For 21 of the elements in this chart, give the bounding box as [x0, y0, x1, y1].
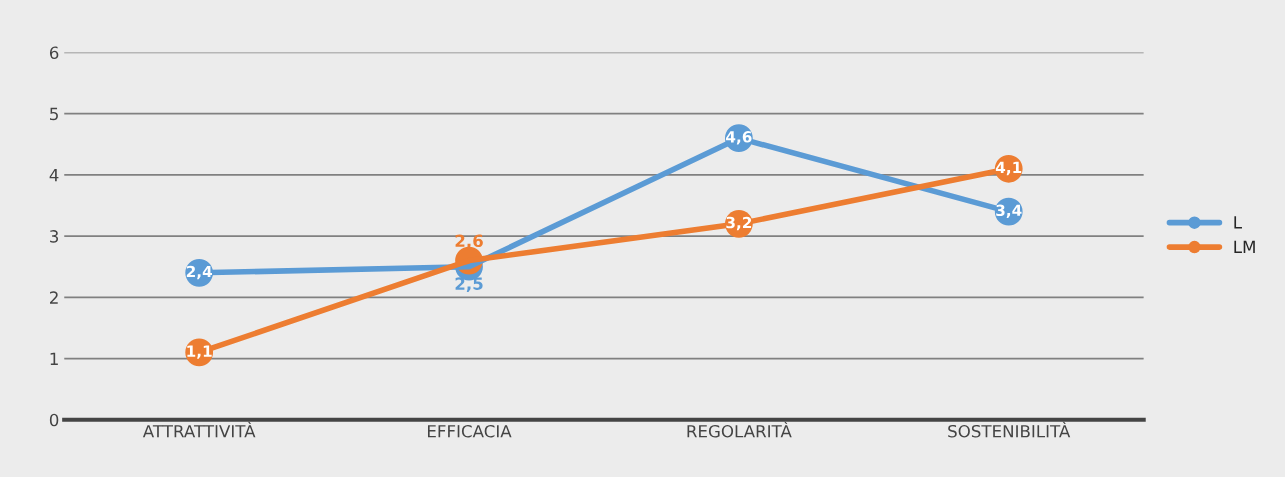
x-tick-label: ATTRATTIVITÀ	[142, 421, 256, 438]
y-tick-label: 0	[49, 413, 59, 427]
y-tick-label: 4	[49, 169, 59, 182]
y-tick-label: 1	[50, 352, 58, 365]
data-label: 4,6	[726, 131, 752, 145]
x-tick-label: SOSTENIBILITÀ	[948, 421, 1071, 438]
data-label: 2,5	[455, 277, 483, 293]
x-tick-label: EFFICACIA	[428, 424, 512, 438]
y-tick-label: 2	[50, 291, 58, 304]
y-tick-label: 3	[50, 230, 59, 243]
legend-label: LM	[1234, 240, 1255, 253]
legend-label: L	[1234, 216, 1242, 229]
y-tick-label: 5	[50, 107, 58, 121]
data-label: 3,2	[726, 216, 752, 231]
data-label: 1,1	[187, 345, 212, 359]
data-label: 2,4	[186, 265, 213, 280]
data-label: 4,1	[995, 161, 1022, 176]
data-label: 2,6	[455, 234, 483, 250]
data-label: 3,4	[996, 204, 1022, 219]
x-tick-label: REGOLARITÀ	[687, 421, 792, 438]
y-tick-label: 6	[49, 46, 59, 60]
